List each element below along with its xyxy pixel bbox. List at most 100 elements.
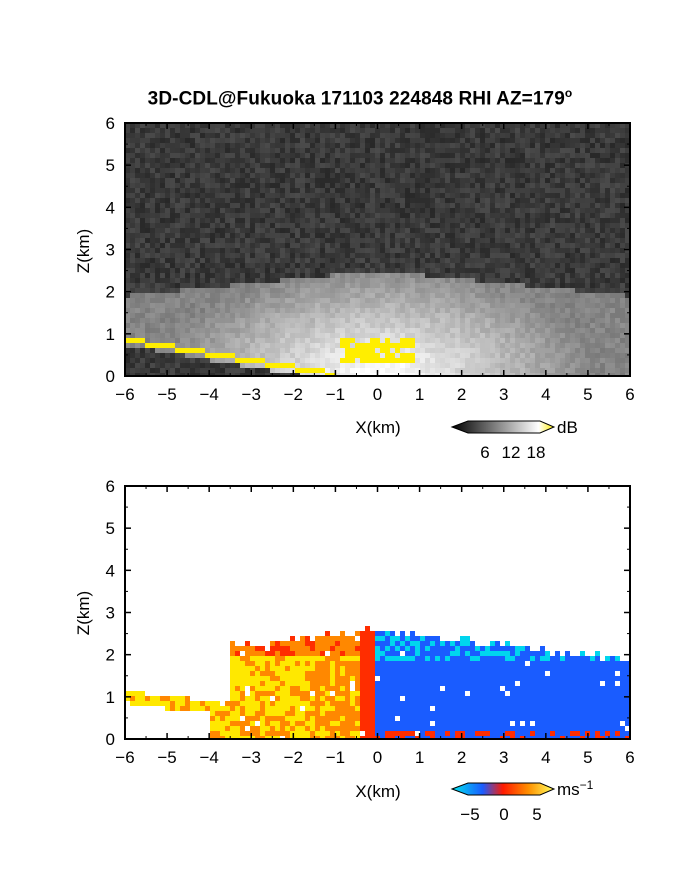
field-cell — [265, 288, 270, 293]
field-cell — [330, 273, 335, 278]
field-cell — [255, 233, 260, 238]
field-cell — [255, 328, 260, 333]
field-cell — [215, 313, 220, 318]
field-cell — [235, 243, 240, 248]
field-cell — [445, 193, 450, 198]
field-cell — [355, 128, 360, 133]
field-cell — [365, 353, 370, 358]
field-cell — [560, 298, 565, 303]
field-cell — [455, 268, 460, 273]
field-cell — [275, 138, 280, 143]
field-cell — [200, 138, 205, 143]
field-cell — [400, 358, 405, 363]
field-cell — [355, 158, 360, 163]
field-cell — [445, 348, 450, 353]
field-cell — [345, 183, 350, 188]
field-cell — [155, 173, 160, 178]
field-cell — [615, 343, 620, 348]
field-cell — [380, 233, 385, 238]
field-cell — [140, 153, 145, 158]
field-cell — [255, 168, 260, 173]
field-cell — [535, 313, 540, 318]
field-cell — [285, 258, 290, 263]
field-cell — [290, 288, 295, 293]
field-cell — [590, 143, 595, 148]
field-cell — [210, 318, 215, 323]
field-cell — [240, 223, 245, 228]
field-cell — [595, 278, 600, 283]
field-cell — [370, 283, 375, 288]
field-cell — [485, 123, 490, 128]
field-cell — [370, 308, 375, 313]
field-cell — [125, 328, 130, 333]
field-cell — [155, 238, 160, 243]
field-cell — [155, 133, 160, 138]
field-cell — [490, 123, 495, 128]
field-cell — [475, 248, 480, 253]
field-cell — [125, 168, 130, 173]
field-cell — [565, 268, 570, 273]
field-cell — [565, 313, 570, 318]
field-cell — [345, 298, 350, 303]
field-cell — [330, 248, 335, 253]
field-cell — [460, 363, 465, 368]
field-cell — [230, 138, 235, 143]
field-cell — [210, 363, 215, 368]
field-cell — [265, 203, 270, 208]
field-cell — [245, 353, 250, 358]
field-cell — [455, 343, 460, 348]
field-cell — [380, 328, 385, 333]
field-cell — [215, 273, 220, 278]
field-cell — [505, 363, 510, 368]
field-cell — [230, 358, 235, 363]
field-cell — [595, 218, 600, 223]
field-cell — [520, 288, 525, 293]
field-cell — [160, 203, 165, 208]
field-cell — [340, 263, 345, 268]
field-cell — [220, 213, 225, 218]
field-cell — [260, 173, 265, 178]
field-cell — [465, 218, 470, 223]
field-cell — [305, 158, 310, 163]
field-cell — [525, 353, 530, 358]
field-cell — [520, 283, 525, 288]
field-cell — [540, 353, 545, 358]
field-cell — [350, 353, 355, 358]
field-cell — [175, 148, 180, 153]
field-cell — [310, 168, 315, 173]
field-cell — [355, 278, 360, 283]
field-cell — [175, 308, 180, 313]
field-cell — [420, 168, 425, 173]
field-cell — [245, 243, 250, 248]
field-cell — [210, 208, 215, 213]
field-cell — [535, 358, 540, 363]
field-cell — [535, 158, 540, 163]
field-cell — [400, 163, 405, 168]
field-cell — [225, 268, 230, 273]
field-cell — [130, 238, 135, 243]
field-cell — [485, 288, 490, 293]
field-cell — [360, 143, 365, 148]
field-cell — [220, 153, 225, 158]
field-cell — [130, 188, 135, 193]
field-cell — [410, 178, 415, 183]
field-cell — [230, 253, 235, 258]
field-cell — [165, 308, 170, 313]
field-cell — [535, 168, 540, 173]
field-cell — [615, 258, 620, 263]
field-cell — [445, 243, 450, 248]
field-cell — [600, 168, 605, 173]
field-cell — [395, 308, 400, 313]
field-cell — [300, 353, 305, 358]
field-cell — [505, 298, 510, 303]
field-cell — [420, 173, 425, 178]
field-cell — [395, 188, 400, 193]
field-cell — [195, 123, 200, 128]
field-cell — [550, 263, 555, 268]
field-cell — [225, 198, 230, 203]
field-cell — [125, 263, 130, 268]
field-cell — [375, 183, 380, 188]
field-cell — [575, 158, 580, 163]
field-cell — [215, 223, 220, 228]
field-cell — [585, 128, 590, 133]
